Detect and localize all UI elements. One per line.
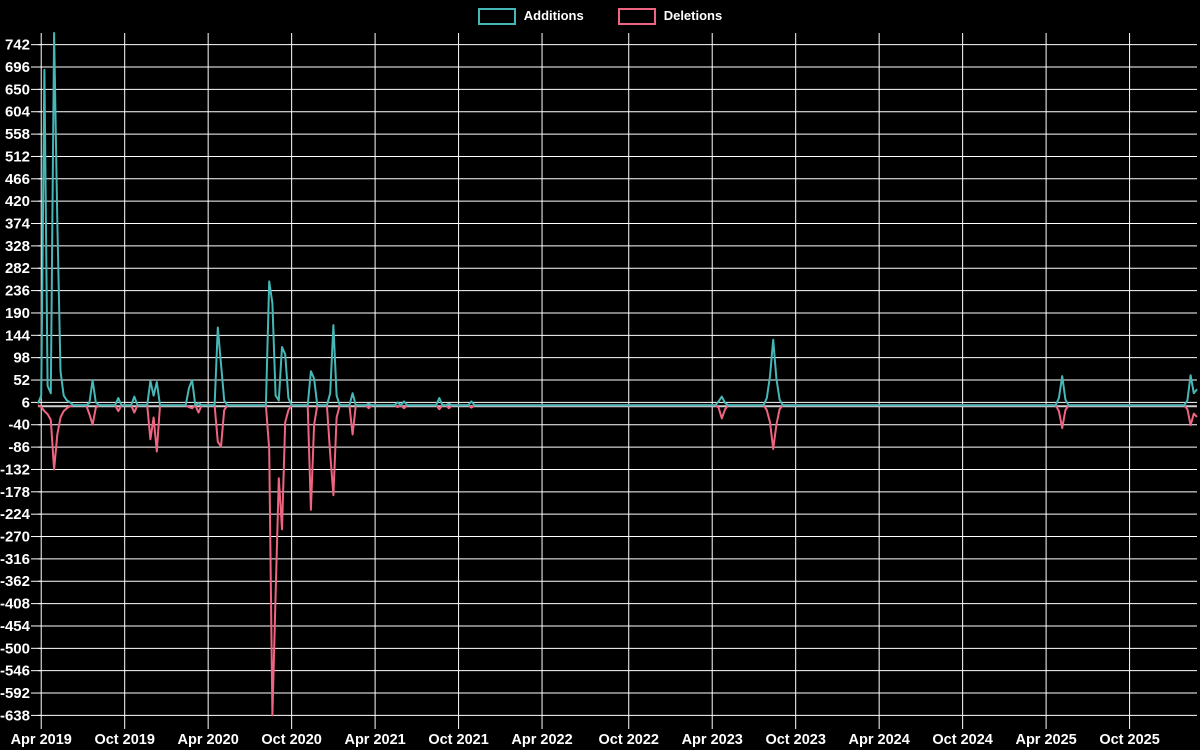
y-axis-labels: 742 696 650 604 558 512 466 420 374 328 282 236 190 1…	[0, 37, 31, 725]
svg-text:-362: -362	[0, 573, 30, 590]
svg-text:190: 190	[5, 305, 30, 322]
svg-text:Oct 2020: Oct 2020	[261, 732, 321, 748]
svg-text:Oct 2024: Oct 2024	[932, 732, 992, 748]
svg-text:Apr 2023: Apr 2023	[682, 732, 743, 748]
svg-text:Apr 2025: Apr 2025	[1015, 732, 1076, 748]
svg-text:466: 466	[5, 171, 30, 188]
svg-text:Apr 2022: Apr 2022	[511, 732, 572, 748]
svg-text:144: 144	[5, 327, 31, 344]
svg-text:374: 374	[5, 216, 31, 233]
additions-legend-label: Additions	[523, 8, 584, 23]
svg-text:Oct 2019: Oct 2019	[94, 732, 154, 748]
svg-text:558: 558	[5, 126, 30, 143]
svg-text:-178: -178	[0, 484, 30, 501]
svg-text:-270: -270	[0, 529, 30, 546]
svg-text:-500: -500	[0, 640, 30, 657]
legend-item-deletions[interactable]: Deletions	[617, 7, 723, 25]
additions-swatch-icon	[477, 7, 516, 25]
additions-line	[37, 32, 1198, 407]
svg-text:Oct 2021: Oct 2021	[428, 732, 488, 748]
svg-text:282: 282	[5, 260, 30, 277]
svg-text:420: 420	[5, 193, 30, 210]
svg-text:742: 742	[5, 37, 30, 54]
svg-text:Oct 2023: Oct 2023	[765, 732, 825, 748]
svg-text:6: 6	[22, 394, 30, 411]
deletions-line	[37, 404, 1198, 717]
legend-item-additions[interactable]: Additions	[477, 7, 584, 25]
svg-text:-454: -454	[0, 618, 31, 635]
chart-legend: Additions Deletions	[0, 7, 1200, 25]
svg-text:-316: -316	[0, 551, 30, 568]
svg-text:-638: -638	[0, 707, 30, 724]
gridlines	[31, 33, 1197, 729]
svg-text:328: 328	[5, 238, 30, 255]
x-axis-labels: Apr 2019 Oct 2019 Apr 2020 Oct 2020 Apr 2021…	[11, 732, 1160, 748]
svg-text:236: 236	[5, 283, 30, 300]
svg-text:-592: -592	[0, 685, 30, 702]
svg-text:Oct 2025: Oct 2025	[1099, 732, 1159, 748]
svg-text:-408: -408	[0, 596, 30, 613]
deletions-legend-label: Deletions	[663, 8, 723, 23]
svg-text:696: 696	[5, 59, 30, 76]
svg-text:Apr 2020: Apr 2020	[178, 732, 239, 748]
svg-text:604: 604	[5, 104, 31, 121]
svg-text:Oct 2022: Oct 2022	[599, 732, 659, 748]
svg-text:-224: -224	[0, 506, 31, 523]
svg-text:Apr 2021: Apr 2021	[344, 732, 405, 748]
svg-text:Apr 2024: Apr 2024	[849, 732, 910, 748]
svg-text:52: 52	[13, 372, 30, 389]
svg-text:98: 98	[13, 350, 30, 367]
svg-text:650: 650	[5, 81, 30, 98]
svg-text:-86: -86	[8, 439, 30, 456]
svg-text:-132: -132	[0, 461, 30, 478]
svg-text:Apr 2019: Apr 2019	[11, 732, 72, 748]
deletions-swatch-icon	[617, 7, 656, 25]
svg-text:512: 512	[5, 148, 30, 165]
svg-text:-546: -546	[0, 663, 30, 680]
svg-text:-40: -40	[8, 417, 30, 434]
